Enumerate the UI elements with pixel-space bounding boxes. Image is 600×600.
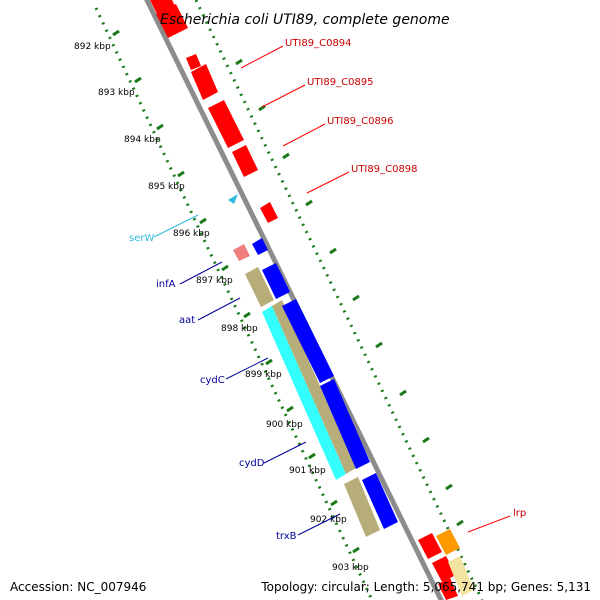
kbp-label: 895 kbp (148, 182, 185, 192)
gene-label-lrp: lrp (513, 508, 526, 519)
kbp-label: 896 kbp (173, 229, 210, 239)
cds-feature (262, 263, 290, 299)
pink-feature (233, 244, 250, 261)
major-ticks (112, 29, 464, 554)
genome-stats-text: Topology: circular; Length: 5,065,741 bp… (261, 580, 591, 594)
kbp-label: 897 kbp (196, 276, 233, 286)
cds-feature (282, 299, 334, 383)
cds-feature (186, 54, 201, 70)
kbp-label: 901 kbp (289, 466, 326, 476)
gene-label-UTI89_C0894: UTI89_C0894 (285, 38, 352, 49)
gene-label-cydC: cydC (200, 375, 225, 386)
gene-label-UTI89_C0896: UTI89_C0896 (327, 116, 394, 127)
right-gene-labels: UTI89_C0894 UTI89_C0895 UTI89_C0896 UTI8… (240, 38, 526, 533)
trna-feature (228, 194, 238, 204)
cyan-feature (262, 306, 346, 480)
gene-label-cydD: cydD (239, 458, 265, 469)
kbp-label: 903 kbp (332, 563, 369, 573)
accession-text: Accession: NC_007946 (10, 580, 147, 594)
cds-feature (156, 4, 188, 38)
gene-label-infA: infA (156, 279, 176, 290)
cds-feature (232, 145, 258, 177)
kbp-labels: 892 kbp 893 kbp 894 kbp 895 kbp 896 kbp … (74, 42, 369, 573)
outer-tick-ring (94, 7, 374, 600)
gene-label-aat: aat (179, 315, 195, 326)
kbp-label: 898 kbp (221, 324, 258, 334)
plus-strand-features (150, 0, 474, 600)
kbp-label: 894 kbp (124, 135, 161, 145)
gene-label-UTI89_C0895: UTI89_C0895 (307, 77, 374, 88)
cds-feature (362, 473, 398, 529)
rrna-feature (272, 300, 356, 474)
minus-strand-features (228, 194, 398, 537)
cds-feature (438, 578, 458, 600)
cds-feature (252, 238, 268, 255)
kbp-label: 893 kbp (98, 88, 135, 98)
kbp-label: 900 kbp (266, 420, 303, 430)
cds-feature (448, 556, 474, 596)
cds-feature (150, 0, 176, 16)
map-title: Escherichia coli UTI89, complete genome (160, 12, 450, 28)
cds-feature (436, 529, 460, 555)
cds-feature (320, 379, 370, 469)
gene-label-UTI89_C0898: UTI89_C0898 (351, 164, 418, 175)
cds-feature (418, 533, 442, 559)
cds-feature (208, 100, 244, 148)
kbp-label: 892 kbp (74, 42, 111, 52)
cds-feature (260, 202, 278, 223)
rrna-feature (245, 267, 274, 307)
gene-label-serW: serW (129, 233, 154, 244)
cds-feature (432, 556, 456, 582)
kbp-label: 899 kbp (245, 370, 282, 380)
left-gene-labels: serW infA aat cydC cydD trxB (129, 214, 341, 542)
cds-feature (191, 64, 218, 100)
rrna-feature (344, 477, 380, 537)
gene-label-trxB: trxB (276, 531, 297, 542)
inner-tick-ring (194, 0, 484, 600)
